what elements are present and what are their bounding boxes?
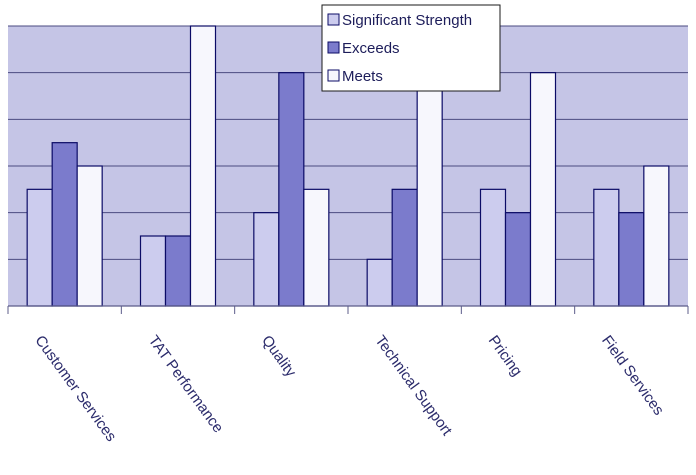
bar-exceeds: [51, 142, 78, 307]
bar-meets: [76, 165, 103, 307]
bar-significant-strength: [26, 188, 53, 307]
bar-significant-strength: [479, 188, 507, 307]
legend-swatch: [327, 13, 340, 26]
bar-exceeds: [278, 72, 305, 307]
legend-label: Exceeds: [342, 40, 400, 57]
bar-exceeds: [618, 212, 645, 307]
bar-significant-strength: [366, 258, 393, 307]
x-axis: [7, 305, 689, 314]
category-label: Quality: [258, 332, 299, 380]
category-label: Pricing: [485, 332, 526, 379]
legend-label: Meets: [342, 68, 383, 85]
bar-exceeds: [504, 212, 532, 307]
bar-exceeds: [164, 235, 192, 307]
bars: [26, 25, 670, 307]
bar-exceeds: [391, 188, 418, 307]
bar-significant-strength: [139, 235, 167, 307]
bar-significant-strength: [253, 212, 280, 307]
category-label: Technical Support: [371, 332, 455, 439]
legend-label: Significant Strength: [342, 12, 472, 29]
bar-meets: [303, 188, 330, 307]
bar-meets: [529, 72, 557, 307]
category-label: Field Services: [598, 332, 667, 418]
legend-swatch: [327, 69, 340, 82]
category-label: Customer Services: [31, 332, 119, 444]
bar-meets: [643, 165, 670, 307]
legend: Significant Strength Exceeds Meets: [321, 4, 501, 92]
category-label: TAT Performance: [145, 332, 227, 436]
bar-meets: [416, 72, 443, 307]
bar-meets: [189, 25, 217, 307]
legend-swatch: [327, 41, 340, 54]
bar-significant-strength: [593, 188, 620, 307]
category-labels: Customer Services TAT Performance Quality T…: [31, 332, 667, 444]
legend-box: [321, 4, 501, 92]
